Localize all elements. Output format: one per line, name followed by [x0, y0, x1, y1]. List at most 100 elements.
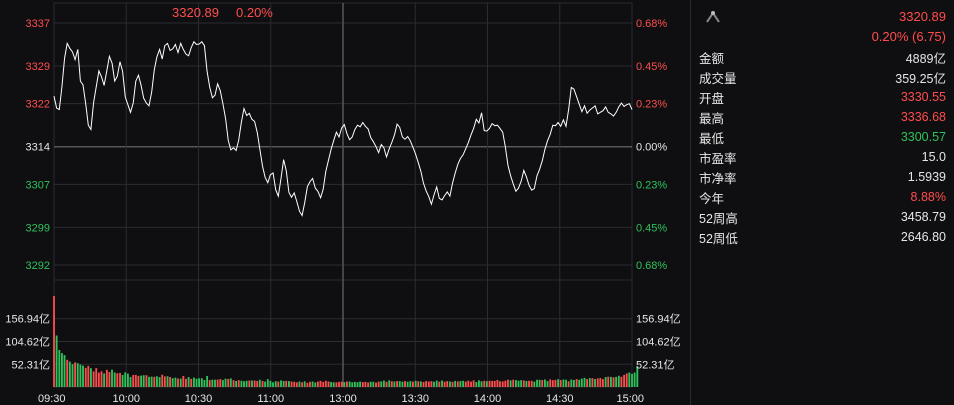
volume-bar — [544, 379, 546, 387]
volume-axis-right: 156.94亿 104.62亿 52.31亿 — [636, 313, 681, 372]
volume-bar — [509, 380, 512, 387]
volume-bar — [127, 373, 129, 387]
volume-bar — [58, 350, 61, 387]
volume-bar — [161, 374, 164, 387]
volume-bar — [454, 380, 457, 387]
volume-bar — [462, 380, 465, 387]
quote-change: 0.20% (6.75) — [871, 29, 946, 44]
volume-bar — [335, 382, 338, 387]
volume-bar — [156, 376, 158, 387]
volume-bar — [573, 380, 575, 387]
volume-bar — [409, 381, 412, 387]
volume-bar — [472, 380, 475, 387]
volume-bar — [348, 381, 351, 387]
volume-bar — [208, 380, 211, 387]
volume-bar — [343, 382, 346, 387]
volume-bar — [388, 380, 391, 387]
volume-bar — [393, 381, 396, 387]
volume-bar — [243, 381, 245, 387]
volume-bar — [214, 379, 216, 387]
stat-label: 最高 — [699, 111, 725, 126]
volume-bar — [298, 381, 301, 387]
volume-bar — [435, 380, 438, 387]
volume-bar — [346, 381, 348, 387]
stat-row: 最低 3300.57 — [699, 127, 946, 147]
volume-bar — [485, 381, 488, 387]
volume-bar — [604, 377, 607, 387]
volume-bar — [71, 364, 74, 387]
volume-bar — [280, 380, 282, 387]
volume-bar — [380, 381, 383, 387]
volume-bar — [528, 380, 530, 387]
volume-bar — [111, 369, 113, 387]
chart-grid — [53, 2, 633, 388]
volume-bar — [493, 380, 496, 387]
volume-bar — [456, 381, 459, 387]
volume-bar — [148, 376, 150, 387]
volume-bar — [451, 381, 454, 387]
volume-bar — [602, 379, 604, 387]
volume-bar — [488, 380, 491, 387]
time-axis: 09:30 10:00 10:30 11:00 13:00 13:30 14:00 14:30… — [38, 393, 644, 405]
volume-bar — [169, 377, 172, 387]
volume-bar — [82, 365, 84, 387]
volume-bar — [507, 379, 509, 387]
volume-bar — [467, 380, 470, 387]
volume-bar — [607, 376, 610, 387]
volume-tick-label: 104.62亿 — [5, 336, 50, 349]
volume-bar — [406, 381, 409, 387]
volume-bar — [361, 382, 364, 387]
volume-bar — [504, 380, 507, 387]
volume-bar — [596, 378, 599, 387]
time-tick-label: 14:00 — [474, 393, 502, 405]
volume-bar — [496, 380, 499, 387]
stat-label: 52周低 — [699, 231, 738, 246]
volume-bar — [390, 381, 393, 387]
volume-bar — [261, 380, 264, 387]
price-tick-label: 3299 — [26, 222, 50, 234]
stat-row: 金额 4889亿 — [699, 47, 946, 67]
volume-bar — [636, 366, 639, 387]
volume-bar — [338, 381, 340, 387]
volume-bar — [491, 381, 494, 387]
volume-bar — [364, 381, 367, 387]
volume-bar — [512, 379, 515, 387]
volume-tick-label: 104.62亿 — [636, 336, 681, 349]
volume-bar — [116, 373, 119, 387]
volume-bar — [398, 381, 401, 387]
volume-bar — [425, 381, 428, 387]
volume-bar — [430, 381, 433, 387]
time-tick-label: 10:00 — [112, 393, 140, 405]
volume-bar — [536, 379, 538, 387]
volume-bar — [282, 381, 285, 387]
volume-bar — [76, 363, 79, 387]
volume-bar — [377, 381, 380, 387]
stat-label: 今年 — [699, 191, 725, 206]
stat-value: 8.88% — [910, 190, 946, 204]
volume-bar — [546, 381, 549, 387]
volume-bar — [232, 380, 235, 387]
volume-bar — [570, 379, 573, 387]
stat-label: 金额 — [699, 51, 725, 66]
volume-bar — [623, 374, 626, 387]
volume-bar — [591, 378, 594, 387]
volume-bar — [203, 380, 206, 387]
volume-bar — [515, 380, 517, 387]
volume-bar — [533, 381, 536, 387]
volume-bar — [61, 353, 63, 387]
volume-bar — [446, 381, 449, 387]
volume-bar — [142, 375, 145, 387]
volume-bar — [354, 381, 356, 387]
stat-row: 市净率 1.5939 — [699, 167, 946, 187]
percent-tick-label: 0.45% — [636, 222, 667, 234]
volume-bar — [224, 378, 227, 387]
volume-bar — [240, 380, 243, 387]
volume-bar — [588, 378, 591, 387]
volume-bar — [129, 377, 132, 387]
stat-value: 3336.68 — [900, 110, 946, 124]
volume-bar — [459, 381, 462, 387]
volume-bar — [330, 382, 333, 387]
volume-bar — [134, 374, 137, 387]
volume-bar — [351, 382, 354, 387]
